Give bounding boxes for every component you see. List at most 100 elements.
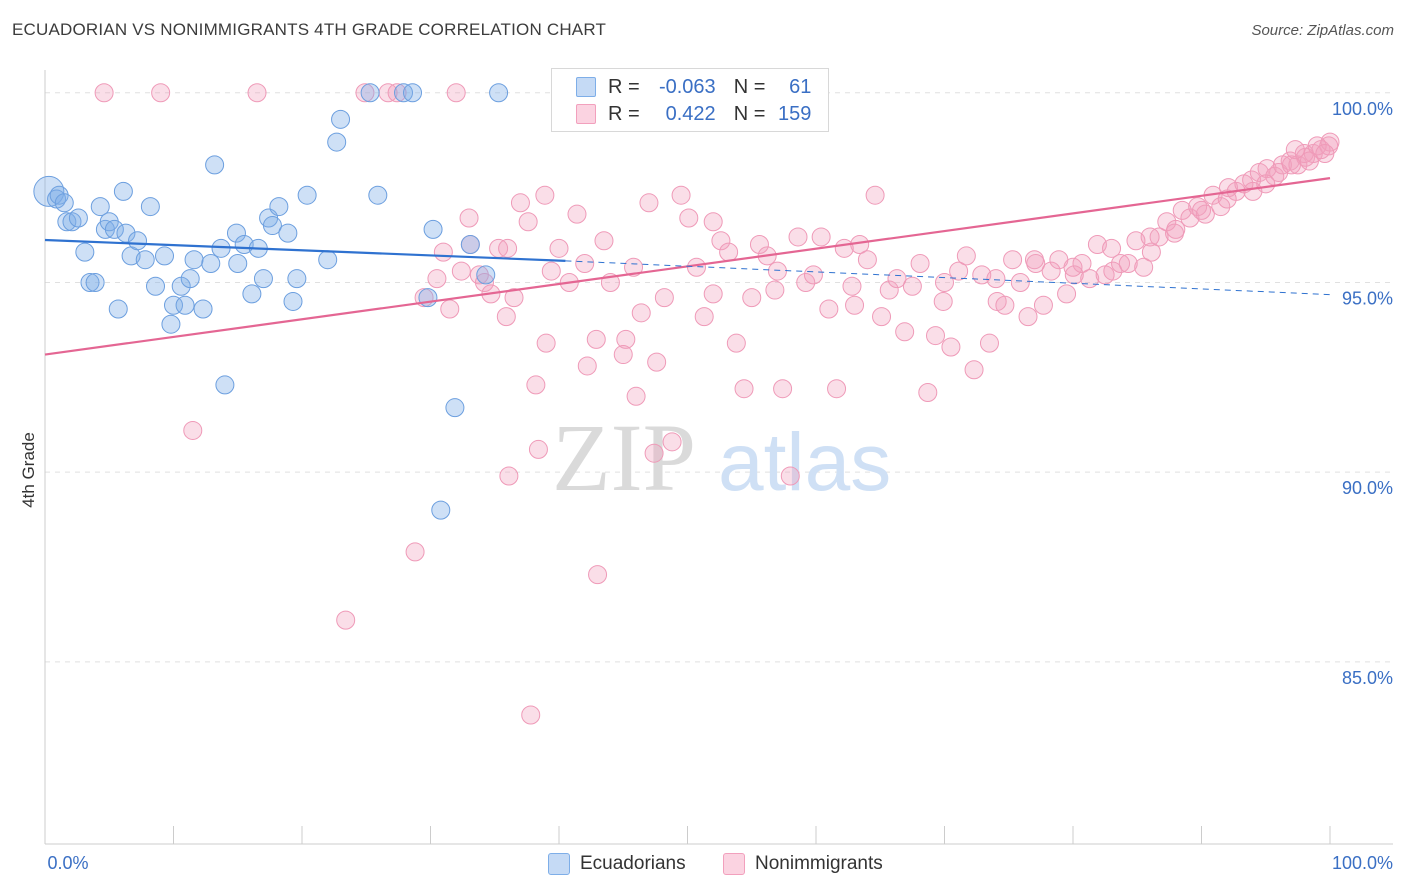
nonimmigrants-point — [433, 242, 453, 262]
nonimmigrants-point — [504, 288, 524, 308]
nonimmigrants-point — [1192, 200, 1211, 220]
nonimmigrants-point — [594, 231, 614, 251]
nonimmigrants-point — [528, 439, 548, 459]
nonimmigrants-point — [1126, 231, 1146, 251]
nonimmigrants-point — [440, 299, 460, 319]
ecuadorians-point — [175, 295, 195, 315]
nonimmigrants-point — [941, 337, 961, 357]
watermark: ZIP atlas — [552, 404, 891, 511]
ecuadorians-point — [226, 223, 246, 243]
nonimmigrants-point — [1166, 219, 1186, 239]
nonimmigrants-point — [446, 83, 466, 103]
nonimmigrants-point — [588, 565, 608, 585]
nonimmigrants-point — [498, 238, 518, 258]
y-tick-label: 100.0% — [1332, 99, 1393, 119]
nonimmigrants-point — [1195, 204, 1215, 224]
nonimmigrants-point — [1010, 272, 1030, 292]
legend-n-label: N = — [733, 102, 766, 125]
ecuadorians-point — [283, 291, 303, 311]
nonimmigrants-point — [631, 303, 651, 323]
ecuadorians-point — [489, 83, 509, 103]
nonimmigrants-point — [749, 235, 769, 255]
nonimmigrants-point — [902, 276, 922, 296]
nonimmigrants-point — [1103, 261, 1123, 281]
ecuadorians-point — [54, 193, 74, 213]
x-tick-label: 0.0% — [47, 853, 88, 873]
ecuadorians-point — [205, 155, 225, 175]
nonimmigrants-point — [703, 212, 723, 232]
nonimmigrants-point — [1064, 265, 1084, 285]
nonimmigrants-point — [719, 242, 739, 262]
nonimmigrants-point — [1087, 235, 1107, 255]
nonimmigrants-swatch — [576, 104, 596, 124]
ecuadorians-swatch — [576, 77, 596, 97]
nonimmigrants-point — [1033, 295, 1053, 315]
ecuadorians-point — [135, 250, 155, 270]
nonimmigrants-point — [671, 185, 691, 205]
ecuadorians-point — [262, 216, 282, 236]
nonimmigrants-point — [964, 360, 984, 380]
ecuadorians-point — [193, 299, 213, 319]
x-tick-label: 100.0% — [1332, 853, 1393, 873]
nonimmigrants-point — [575, 254, 595, 273]
nonimmigrants-point — [979, 333, 999, 353]
ecuadorians-point — [360, 83, 380, 103]
ecuadorians-point — [253, 269, 273, 289]
nonimmigrants-point — [336, 610, 356, 630]
nonimmigrants-point — [1041, 261, 1061, 281]
nonimmigrants-point — [918, 383, 938, 402]
ecuadorians-point — [164, 295, 183, 315]
nonimmigrants-point — [387, 83, 407, 103]
bottom-legend-nonimmigrants: Nonimmigrants — [723, 852, 883, 876]
nonimmigrants-point — [1285, 140, 1305, 160]
tick-labels: 100.0% 95.0% 90.0% 85.0% 0.0% 100.0% — [47, 99, 1393, 873]
legend-row-ecuadorians: R = -0.063 N = 61 — [576, 74, 811, 100]
ecuadorians-point — [297, 185, 317, 205]
nonimmigrants-point — [639, 193, 659, 213]
ecuadorians-trend-line — [44, 238, 566, 262]
nonimmigrants-point — [1315, 143, 1335, 163]
ecuadorians-point — [403, 83, 423, 103]
nonimmigrants-point — [857, 250, 877, 270]
legend-n-value: 159 — [778, 102, 812, 125]
nonimmigrants-point — [765, 280, 785, 300]
nonimmigrants-point — [703, 284, 723, 304]
nonimmigrants-point — [247, 83, 267, 103]
ecuadorians-point — [368, 185, 388, 205]
nonimmigrants-point — [644, 443, 664, 463]
ecuadorians-point — [128, 231, 148, 251]
nonimmigrants-point — [1024, 250, 1044, 270]
nonimmigrants-point — [474, 272, 494, 292]
nonimmigrants-point — [780, 466, 800, 486]
nonimmigrants-point — [1299, 151, 1319, 171]
nonimmigrants-point — [1003, 250, 1023, 270]
watermark-atlas: atlas — [718, 417, 891, 508]
ecuadorians-point — [155, 246, 175, 266]
nonimmigrants-point — [496, 307, 516, 327]
nonimmigrants-point — [1307, 136, 1327, 156]
ecuadorians-point — [460, 235, 480, 255]
ecuadorians-point — [68, 208, 88, 228]
nonimmigrants-point — [956, 246, 976, 266]
nonimmigrants-point — [1211, 197, 1231, 217]
trend-lines — [44, 177, 1331, 356]
nonimmigrants-point — [549, 238, 569, 258]
y-tick-label: 95.0% — [1342, 288, 1393, 308]
nonimmigrants-point — [1180, 208, 1200, 228]
nonimmigrants-point — [796, 272, 816, 292]
legend-row-nonimmigrants: R = 0.422 N = 159 — [576, 101, 811, 127]
ecuadorians-point — [57, 212, 77, 232]
ecuadorians-point — [287, 269, 307, 289]
nonimmigrants-point — [567, 204, 587, 224]
nonimmigrants-point — [1057, 284, 1077, 304]
axes — [44, 70, 1393, 845]
ecuadorians-point — [80, 272, 100, 292]
nonimmigrants-point — [662, 432, 682, 452]
ecuadorians-point — [331, 109, 351, 129]
ecuadorians-point — [146, 276, 166, 296]
ecuadorians-point — [445, 398, 465, 418]
ecuadorians-points — [33, 83, 509, 520]
correlation-legend: R = -0.063 N = 61 R = 0.422 N = 159 — [551, 68, 829, 132]
nonimmigrants-point — [1018, 307, 1038, 327]
